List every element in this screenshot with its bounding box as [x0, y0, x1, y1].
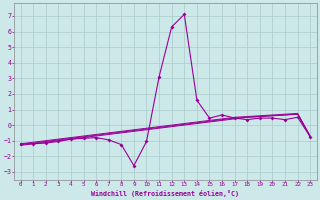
X-axis label: Windchill (Refroidissement éolien,°C): Windchill (Refroidissement éolien,°C) [92, 190, 239, 197]
